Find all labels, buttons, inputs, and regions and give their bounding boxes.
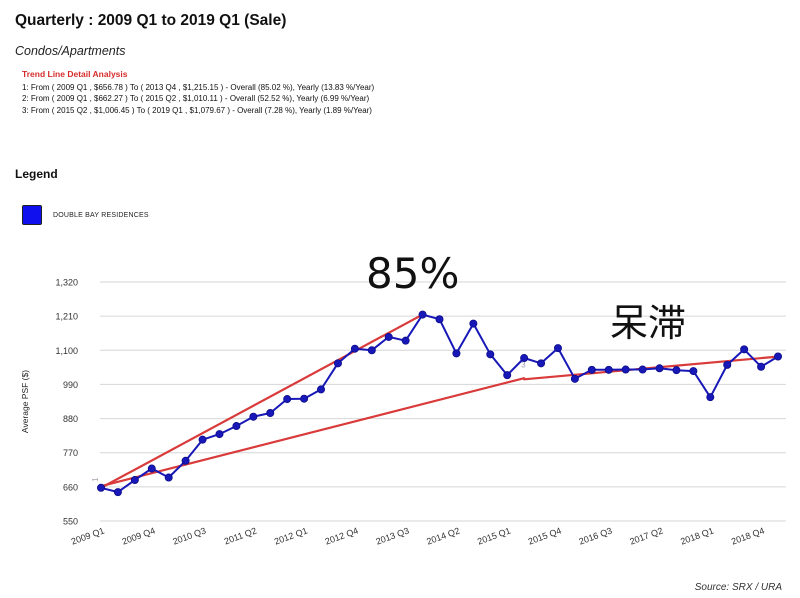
rise-annotation: 85% xyxy=(366,249,459,298)
data-point xyxy=(130,476,139,485)
data-point xyxy=(317,385,326,394)
data-point xyxy=(672,366,681,375)
data-point xyxy=(367,346,376,355)
data-point xyxy=(113,488,122,497)
data-point xyxy=(621,365,630,374)
trend-analysis-heading: Trend Line Detail Analysis xyxy=(22,69,128,79)
data-point xyxy=(774,352,783,361)
data-point xyxy=(283,395,292,404)
data-point xyxy=(520,354,529,363)
legend-swatch xyxy=(22,205,42,225)
data-point xyxy=(486,350,495,359)
x-tick-label: 2013 Q3 xyxy=(374,525,410,546)
legend-item[interactable]: DOUBLE BAY RESIDENCES xyxy=(22,205,149,225)
data-point xyxy=(401,336,410,345)
data-point xyxy=(689,367,698,376)
x-tick-label: 2017 Q2 xyxy=(628,525,664,546)
x-tick-label: 2018 Q1 xyxy=(679,525,715,546)
trend-analysis-list: 1: From ( 2009 Q1 , $656.78 ) To ( 2013 … xyxy=(22,82,374,116)
trend-line-2 xyxy=(99,377,526,488)
data-point xyxy=(418,310,427,319)
data-point xyxy=(97,483,106,492)
trend-start-label: 1 xyxy=(91,477,100,482)
data-point xyxy=(638,365,647,374)
trend-line-1 xyxy=(99,313,424,489)
data-point xyxy=(503,371,512,380)
data-point xyxy=(452,349,461,358)
data-point xyxy=(655,364,664,373)
data-point xyxy=(384,332,393,341)
x-tick-label: 2010 Q3 xyxy=(171,525,207,546)
data-point xyxy=(553,344,562,353)
data-point xyxy=(215,430,224,439)
x-tick-label: 2018 Q4 xyxy=(730,525,766,546)
data-point xyxy=(740,345,749,354)
data-point xyxy=(587,365,596,374)
y-tick-label: 1,320 xyxy=(55,278,78,288)
data-point xyxy=(435,315,444,324)
x-tick-label: 2009 Q4 xyxy=(121,525,157,546)
chart-subtitle: Condos/Apartments xyxy=(15,44,126,58)
data-point xyxy=(537,359,546,368)
data-point xyxy=(147,464,156,473)
y-tick-label: 660 xyxy=(63,482,78,492)
y-tick-label: 770 xyxy=(63,448,78,458)
data-point xyxy=(164,473,173,482)
y-tick-label: 880 xyxy=(63,414,78,424)
data-point xyxy=(249,412,258,421)
x-tick-label: 2009 Q1 xyxy=(70,525,106,546)
y-tick-label: 1,100 xyxy=(55,346,78,356)
data-point xyxy=(350,344,359,353)
trend-analysis-line-2: 2: From ( 2009 Q1 , $662.27 ) To ( 2015 … xyxy=(22,94,370,104)
x-tick-label: 2012 Q4 xyxy=(324,525,360,546)
data-point xyxy=(232,422,241,431)
data-point xyxy=(757,362,766,371)
data-point xyxy=(198,435,207,444)
stagnant-annotation: 呆滞 xyxy=(610,301,686,345)
trend-3-label: 3 xyxy=(521,360,526,369)
x-tick-label: 2012 Q1 xyxy=(273,525,309,546)
data-point xyxy=(604,365,613,374)
data-point xyxy=(300,394,309,403)
y-axis-label: Average PSF ($) xyxy=(20,370,30,433)
data-point xyxy=(706,393,715,402)
x-tick-label: 2011 Q2 xyxy=(223,525,258,546)
y-tick-label: 1,210 xyxy=(55,312,78,322)
x-tick-label: 2014 Q2 xyxy=(425,525,461,546)
y-tick-label: 550 xyxy=(63,517,78,527)
data-point xyxy=(469,319,478,328)
data-point xyxy=(570,374,579,383)
x-tick-label: 2016 Q3 xyxy=(578,525,614,546)
data-point xyxy=(181,456,190,465)
legend-label: DOUBLE BAY RESIDENCES xyxy=(53,211,149,219)
x-tick-label: 2015 Q1 xyxy=(476,525,512,546)
data-point xyxy=(333,359,342,368)
legend-title: Legend xyxy=(15,167,58,181)
trend-analysis-line-1: 1: From ( 2009 Q1 , $656.78 ) To ( 2013 … xyxy=(22,83,375,92)
x-tick-label: 2015 Q4 xyxy=(527,525,563,546)
y-tick-label: 990 xyxy=(63,380,78,390)
source-note: Source: SRX / URA xyxy=(694,582,782,593)
chart-title: Quarterly : 2009 Q1 to 2019 Q1 (Sale) xyxy=(15,12,287,29)
trend-analysis-line-3: 3: From ( 2015 Q2 , $1,006.45 ) To ( 201… xyxy=(22,105,372,115)
data-point xyxy=(723,360,732,369)
data-point xyxy=(266,408,275,417)
